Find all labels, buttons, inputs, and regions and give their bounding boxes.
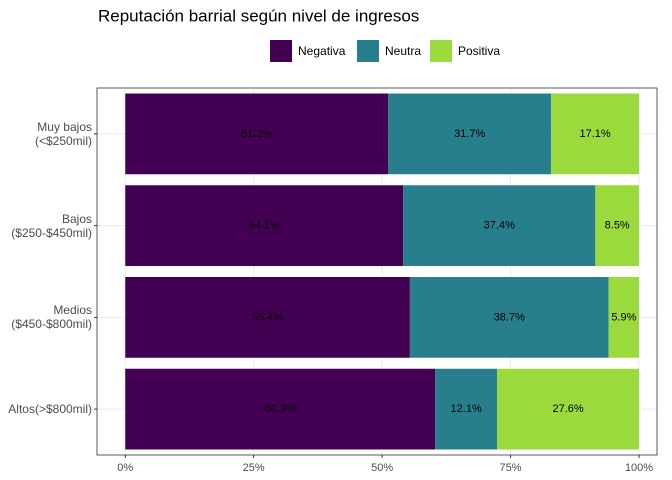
bar-segment xyxy=(551,93,640,175)
bar-segment xyxy=(125,277,410,358)
legend-swatch xyxy=(430,40,452,62)
x-tick-label: 100% xyxy=(625,462,653,474)
bar-segment xyxy=(125,368,436,450)
bar-segment xyxy=(608,277,640,358)
bar-segment xyxy=(409,277,609,358)
bar-segment xyxy=(403,185,596,266)
legend-label: Neutra xyxy=(385,44,421,58)
bar-segment xyxy=(125,93,389,175)
data-label: 54.1% xyxy=(249,220,280,232)
data-label: 31.7% xyxy=(454,128,485,140)
data-label: 5.9% xyxy=(611,311,636,323)
data-label: 38.7% xyxy=(494,311,525,323)
bar-segment xyxy=(125,185,404,266)
bar-segment xyxy=(388,93,552,175)
bar-segment xyxy=(435,368,498,450)
y-tick-label: Bajos ($250-$450mil) xyxy=(11,211,92,240)
x-tick-label: 25% xyxy=(243,462,265,474)
data-label: 8.5% xyxy=(605,220,630,232)
data-label: 27.6% xyxy=(553,403,584,415)
x-tick-label: 0% xyxy=(117,462,133,474)
y-tick-label: Muy bajos (<$250mil) xyxy=(34,119,92,148)
legend-label: Negativa xyxy=(298,44,346,58)
y-tick-label: Altos(>$800mil) xyxy=(8,402,92,417)
bar-segment xyxy=(497,368,640,450)
data-label: 51.2% xyxy=(241,128,272,140)
y-tick-label: Medios ($450-$800mil) xyxy=(11,303,92,332)
chart-title: Reputación barrial según nivel de ingres… xyxy=(98,6,419,25)
bar-segment xyxy=(595,185,640,266)
panel-border xyxy=(96,87,658,456)
legend-label: Positiva xyxy=(458,44,500,58)
data-label: 37.4% xyxy=(484,220,515,232)
data-label: 12.1% xyxy=(451,403,482,415)
legend-swatch xyxy=(270,40,292,62)
data-label: 55.4% xyxy=(252,311,283,323)
x-tick-label: 50% xyxy=(371,462,393,474)
x-tick-label: 75% xyxy=(500,462,522,474)
legend-swatch xyxy=(357,40,379,62)
data-label: 60.3% xyxy=(265,403,296,415)
data-label: 17.1% xyxy=(579,128,610,140)
